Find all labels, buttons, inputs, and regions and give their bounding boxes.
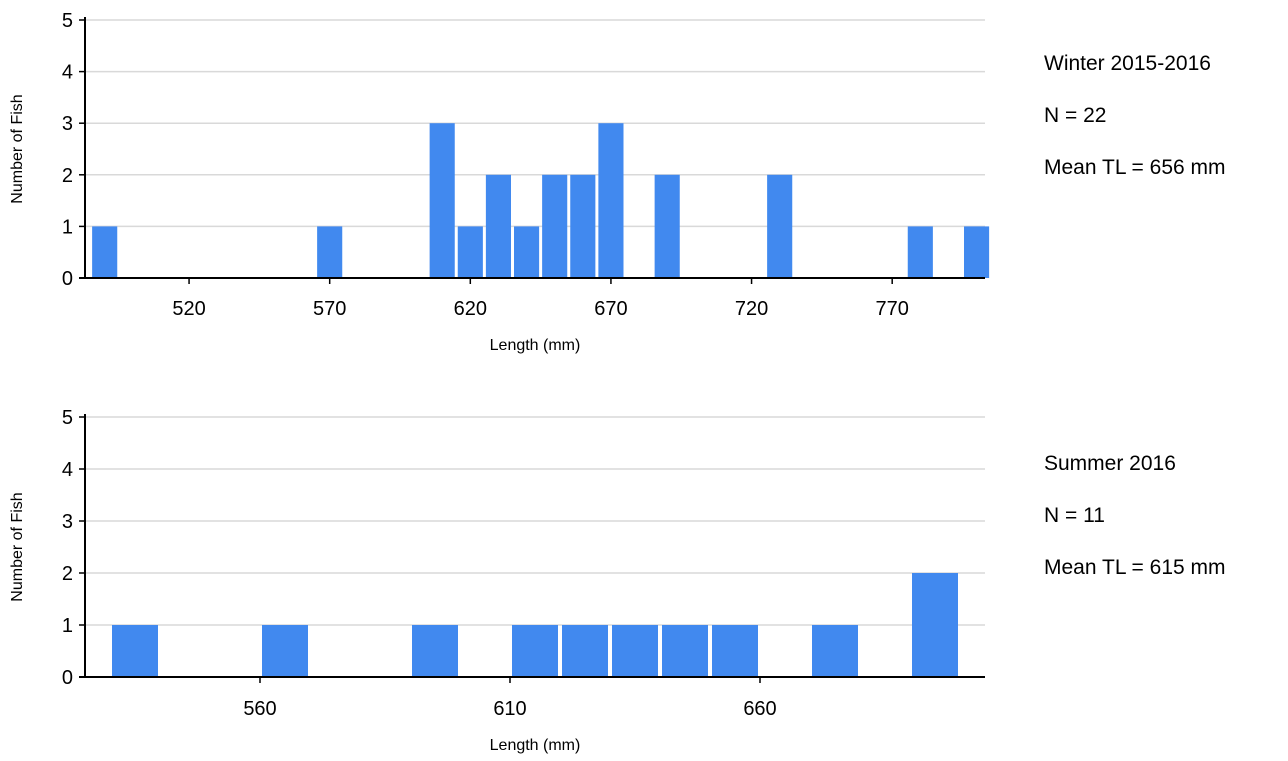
bar [907,226,933,278]
y-tick-label: 5 [62,10,73,32]
bar [767,174,793,278]
bar [514,226,540,278]
bar [598,123,624,278]
y-tick-label: 0 [62,268,73,290]
x-tick-label: 770 [876,298,909,320]
mean-length: Mean TL = 656 mm [1044,156,1226,179]
season-label: Winter 2015-2016 [1044,52,1211,75]
info-winter: Winter 2015-2016 N = 22 Mean TL = 656 mm [1044,52,1226,208]
y-axis-label: Number of Fish [9,94,26,203]
y-tick-label: 4 [62,62,73,84]
sample-size: N = 22 [1044,104,1107,127]
bar [964,226,990,278]
bar [457,226,483,278]
bar [485,174,511,278]
y-tick-label: 2 [62,165,73,187]
bar [570,174,596,278]
x-tick-label: 520 [172,298,205,320]
x-tick-label: 570 [313,298,346,320]
bar [429,123,455,278]
season-label: Summer 2016 [1044,452,1176,475]
x-tick-label: 620 [454,298,487,320]
x-tick-label: 720 [735,298,768,320]
bar [542,174,568,278]
info-summer: Summer 2016 N = 11 Mean TL = 615 mm [1044,452,1226,608]
bar [92,226,118,278]
y-tick-label: 1 [62,216,73,238]
x-tick-label: 670 [594,298,627,320]
bar [317,226,343,278]
mean-length: Mean TL = 615 mm [1044,556,1226,579]
y-tick-label: 3 [62,113,73,135]
x-axis-label: Length (mm) [490,337,581,354]
bar [654,174,680,278]
sample-size: N = 11 [1044,504,1105,527]
